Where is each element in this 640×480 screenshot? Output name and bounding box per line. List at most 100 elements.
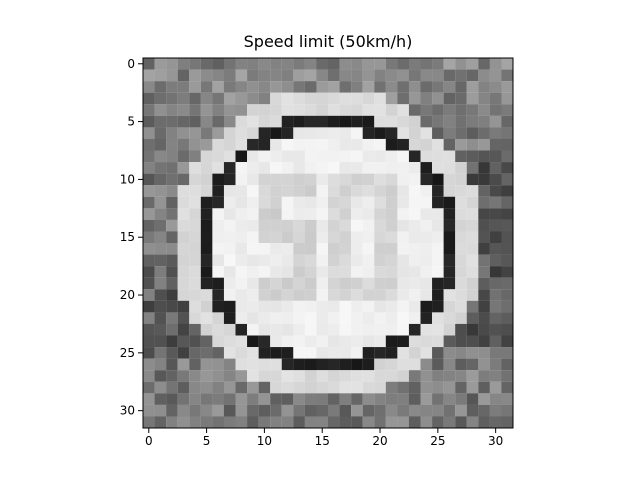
image-pixel (420, 289, 433, 301)
y-tick-label: 5 (127, 115, 135, 129)
image-pixel (339, 208, 352, 220)
image-pixel (154, 58, 167, 70)
image-pixel (166, 173, 178, 186)
image-pixel (466, 335, 479, 348)
image-pixel (154, 404, 167, 417)
image-pixel (351, 404, 363, 417)
image-pixel (443, 208, 456, 220)
image-pixel (374, 393, 386, 405)
image-pixel (478, 404, 490, 417)
image-pixel (443, 323, 456, 336)
image-pixel (385, 115, 398, 128)
image-pixel (247, 416, 259, 429)
image-pixel (200, 300, 213, 313)
image-pixel (351, 127, 363, 139)
image-pixel (304, 115, 317, 128)
image-pixel (362, 381, 375, 394)
image-pixel (166, 370, 178, 382)
image-pixel (501, 173, 514, 186)
image-pixel (443, 92, 456, 105)
image-pixel (270, 173, 282, 186)
image-pixel (293, 208, 305, 220)
image-pixel (489, 370, 502, 382)
image-pixel (408, 219, 421, 232)
image-pixel (339, 323, 352, 336)
image-pixel (385, 69, 398, 82)
image-pixel (247, 173, 259, 186)
image-pixel (247, 404, 259, 417)
image-pixel (432, 231, 444, 244)
image-pixel (166, 243, 178, 255)
image-pixel (212, 416, 224, 429)
image-pixel (189, 335, 201, 348)
image-pixel (177, 231, 190, 244)
image-pixel (247, 289, 259, 301)
image-pixel (235, 243, 248, 255)
image-pixel (154, 323, 167, 336)
image-pixel (397, 185, 409, 197)
image-pixel (501, 381, 514, 394)
image-pixel (443, 127, 456, 139)
image-pixel (200, 393, 213, 405)
image-pixel (189, 381, 201, 394)
image-pixel (501, 219, 514, 232)
image-pixel (501, 254, 514, 267)
x-tick-label: 10 (257, 434, 272, 448)
image-pixel (489, 115, 502, 128)
image-pixel (385, 185, 398, 197)
image-pixel (489, 404, 502, 417)
image-pixel (166, 138, 178, 151)
image-pixel (408, 162, 421, 174)
image-pixel (501, 300, 514, 313)
image-pixel (235, 150, 248, 163)
image-pixel (316, 196, 329, 209)
image-pixel (385, 104, 398, 116)
image-pixel (304, 92, 317, 105)
image-pixel (351, 243, 363, 255)
image-pixel (143, 335, 155, 348)
image-pixel (212, 58, 224, 70)
image-pixel (466, 219, 479, 232)
image-pixel (189, 219, 201, 232)
image-pixel (397, 312, 409, 324)
image-pixel (420, 266, 433, 278)
image-pixel (143, 208, 155, 220)
image-pixel (397, 370, 409, 382)
image-pixel (443, 347, 456, 359)
image-pixel (420, 58, 433, 70)
image-pixel (466, 300, 479, 313)
image-pixel (443, 335, 456, 348)
image-pixel (166, 416, 178, 429)
image-pixel (212, 266, 224, 278)
image-pixel (316, 370, 329, 382)
image-pixel (420, 404, 433, 417)
image-pixel (154, 104, 167, 116)
image-pixel (374, 81, 386, 93)
image-pixel (478, 138, 490, 151)
x-tick-label: 0 (145, 434, 153, 448)
image-pixel (293, 196, 305, 209)
image-pixel (143, 150, 155, 163)
image-pixel (432, 115, 444, 128)
image-pixel (281, 173, 294, 186)
image-pixel (420, 347, 433, 359)
image-pixel (351, 370, 363, 382)
image-pixel (478, 335, 490, 348)
image-pixel (455, 243, 467, 255)
image-pixel (339, 289, 352, 301)
image-pixel (143, 289, 155, 301)
image-pixel (362, 393, 375, 405)
image-pixel (212, 358, 224, 371)
image-pixel (189, 370, 201, 382)
image-pixel (362, 81, 375, 93)
image-pixel (177, 69, 190, 82)
image-pixel (466, 81, 479, 93)
image-pixel (432, 381, 444, 394)
image-pixel (177, 404, 190, 417)
image-pixel (166, 162, 178, 174)
image-pixel (420, 127, 433, 139)
image-pixel (374, 150, 386, 163)
image-pixel (154, 266, 167, 278)
image-pixel (270, 115, 282, 128)
image-pixel (374, 104, 386, 116)
